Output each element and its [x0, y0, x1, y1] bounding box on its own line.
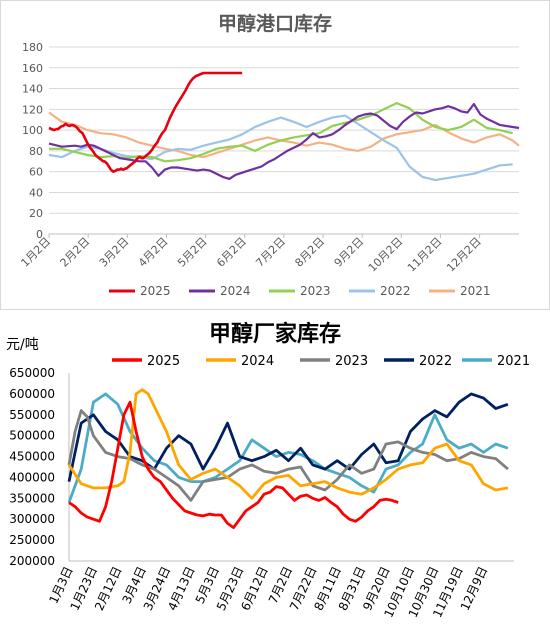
y-tick-label: 450000	[9, 450, 55, 464]
series-line-2022	[67, 392, 509, 482]
x-tick-label: 10月2日	[366, 235, 406, 275]
y-tick-label: 100	[22, 124, 43, 137]
y-tick-label: 120	[22, 103, 43, 116]
legend-label-2023: 2023	[335, 354, 368, 369]
y-tick-label: 0	[36, 228, 43, 241]
legend-label-2024: 2024	[220, 284, 251, 298]
x-tick-label: 4月2日	[136, 235, 171, 270]
chart-title: 甲醇港口库存	[217, 13, 332, 35]
y-tick-label: 300000	[9, 512, 55, 526]
unit-label: 元/吨	[6, 337, 39, 353]
chart-title: 甲醇厂家库存	[208, 322, 341, 347]
y-tick-label: 500000	[9, 429, 55, 443]
series-line-2025	[68, 400, 399, 529]
factory-inventory-plot: 200000 250000 300000 350000 400000 450000 5000…	[9, 354, 530, 620]
legend-label-2021: 2021	[460, 284, 491, 298]
series-line-2022	[48, 114, 513, 182]
y-tick-label: 400000	[9, 470, 55, 484]
series-line-2024	[48, 103, 520, 180]
series-line-2021	[48, 111, 520, 159]
x-tick-label: 2月2日	[58, 235, 93, 270]
legend-label-2024: 2024	[241, 354, 274, 369]
y-tick-label: 650000	[9, 366, 55, 380]
y-tick-label: 60	[29, 166, 43, 179]
x-tick-label: 6月2日	[214, 235, 249, 270]
series-line-2021	[67, 392, 509, 503]
series-line-2023	[49, 102, 513, 163]
y-tick-label: 600000	[9, 387, 55, 401]
y-tick-label: 550000	[9, 408, 55, 422]
x-tick-label: 12月2日	[444, 235, 484, 275]
y-tick-label: 140	[22, 83, 43, 96]
legend-label-2021: 2021	[497, 354, 530, 369]
y-tick-label: 350000	[9, 491, 55, 505]
x-tick-label: 9月2日	[332, 235, 367, 270]
y-tick-label: 200000	[9, 554, 55, 568]
legend-label-2022: 2022	[380, 284, 411, 298]
y-tick-label: 80	[29, 145, 43, 158]
y-tick-label: 20	[29, 207, 43, 220]
x-tick-label: 7月2日	[253, 235, 288, 270]
series-line-2025	[48, 71, 243, 173]
legend-label-2025: 2025	[140, 284, 171, 298]
factory-inventory-chart: 甲醇厂家库存 元/吨 200000 250000 300000 350000 40000…	[0, 312, 550, 641]
y-tick-label: 40	[29, 186, 43, 199]
series-line-2024	[67, 388, 509, 500]
legend-label-2025: 2025	[147, 354, 180, 369]
y-tick-label: 180	[22, 41, 43, 54]
legend-label-2022: 2022	[419, 354, 452, 369]
port-inventory-chart: 甲醇港口库存 0 20 40 60 80 100 120 140 160 180 1月2日 2月2日 3…	[0, 0, 550, 310]
x-tick-label: 5月2日	[175, 235, 210, 270]
x-tick-label: 8月2日	[292, 235, 327, 270]
x-tick-label: 3月2日	[97, 235, 132, 270]
y-tick-label: 250000	[9, 533, 55, 547]
legend-label-2023: 2023	[300, 284, 331, 298]
y-tick-label: 160	[22, 62, 43, 75]
x-tick-label: 11月2日	[405, 235, 445, 275]
